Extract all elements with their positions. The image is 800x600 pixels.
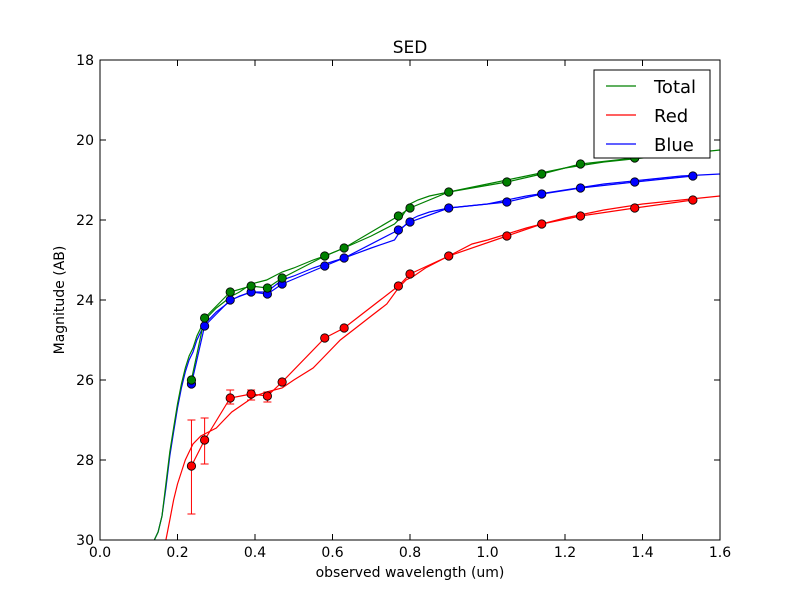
y-axis-title: Magnitude (AB) xyxy=(52,246,68,355)
data-point-total xyxy=(444,187,454,197)
data-point-total xyxy=(262,283,272,293)
data-point-blue xyxy=(339,253,349,263)
data-point-total xyxy=(502,177,512,187)
x-tick-label: 1.2 xyxy=(554,545,576,561)
y-tick-label: 20 xyxy=(76,133,94,149)
chart-title: SED xyxy=(393,38,428,58)
data-point-red xyxy=(575,211,586,221)
data-point-total xyxy=(225,287,235,297)
data-point-red xyxy=(630,203,640,213)
data-point-total xyxy=(537,169,547,179)
data-point-blue xyxy=(688,171,698,181)
data-point-total xyxy=(320,251,330,261)
data-point-total xyxy=(393,211,403,221)
data-point-blue xyxy=(200,321,210,331)
data-point-blue xyxy=(225,295,235,305)
x-tick-label: 0.8 xyxy=(399,545,421,561)
series-line-red-spectrum xyxy=(165,195,720,540)
data-point-red xyxy=(246,389,256,399)
legend-label-total: Total xyxy=(653,77,696,98)
y-tick-label: 24 xyxy=(76,293,94,309)
x-tick-label: 0.6 xyxy=(321,545,343,561)
series-line-red-photometry xyxy=(190,199,693,467)
data-point-blue xyxy=(320,261,330,271)
x-tick-label: 1.0 xyxy=(476,545,498,561)
data-point-red xyxy=(320,333,330,343)
data-point-total xyxy=(246,281,256,291)
x-tick-label: 0.4 xyxy=(244,545,266,561)
data-point-blue xyxy=(393,225,403,235)
x-tick-label: 0.0 xyxy=(89,545,111,561)
series-line-blue-spectrum xyxy=(153,173,720,540)
data-point-total xyxy=(277,273,287,283)
data-point-red xyxy=(262,391,272,401)
series-line-total-spectrum xyxy=(153,149,720,540)
data-point-red xyxy=(225,393,235,403)
data-point-red xyxy=(405,269,415,279)
data-point-blue xyxy=(444,203,454,213)
data-point-red xyxy=(688,195,698,205)
data-point-total xyxy=(575,159,586,169)
legend: Total Red Blue xyxy=(593,69,711,159)
data-point-red xyxy=(277,377,287,387)
data-point-total xyxy=(339,243,349,253)
data-point-blue xyxy=(630,177,640,187)
x-tick-label: 0.2 xyxy=(166,545,188,561)
y-tick-label: 22 xyxy=(76,213,94,229)
legend-box xyxy=(593,69,711,159)
y-tick-label: 26 xyxy=(76,373,94,389)
y-tick-label: 28 xyxy=(76,453,94,469)
legend-label-blue: Blue xyxy=(654,135,694,156)
legend-label-red: Red xyxy=(654,106,688,127)
y-tick-label: 18 xyxy=(76,53,94,69)
data-point-red xyxy=(444,251,454,261)
data-point-total xyxy=(200,313,210,323)
data-point-red xyxy=(537,219,547,229)
data-point-blue xyxy=(575,183,586,193)
y-tick-label: 30 xyxy=(76,533,94,549)
data-point-blue xyxy=(502,197,512,207)
x-axis-title: observed wavelength (um) xyxy=(316,565,505,581)
series-line-blue-photometry xyxy=(190,175,693,385)
x-tick-label: 1.4 xyxy=(631,545,653,561)
x-tick-label: 1.6 xyxy=(709,545,731,561)
data-point-red xyxy=(339,323,349,333)
data-point-blue xyxy=(537,189,547,199)
data-point-red xyxy=(393,281,403,291)
data-point-total xyxy=(405,203,415,213)
data-point-red xyxy=(186,461,197,471)
data-point-red xyxy=(200,435,210,445)
data-point-blue xyxy=(405,217,415,227)
data-point-red xyxy=(502,231,512,241)
data-point-total xyxy=(186,375,197,385)
